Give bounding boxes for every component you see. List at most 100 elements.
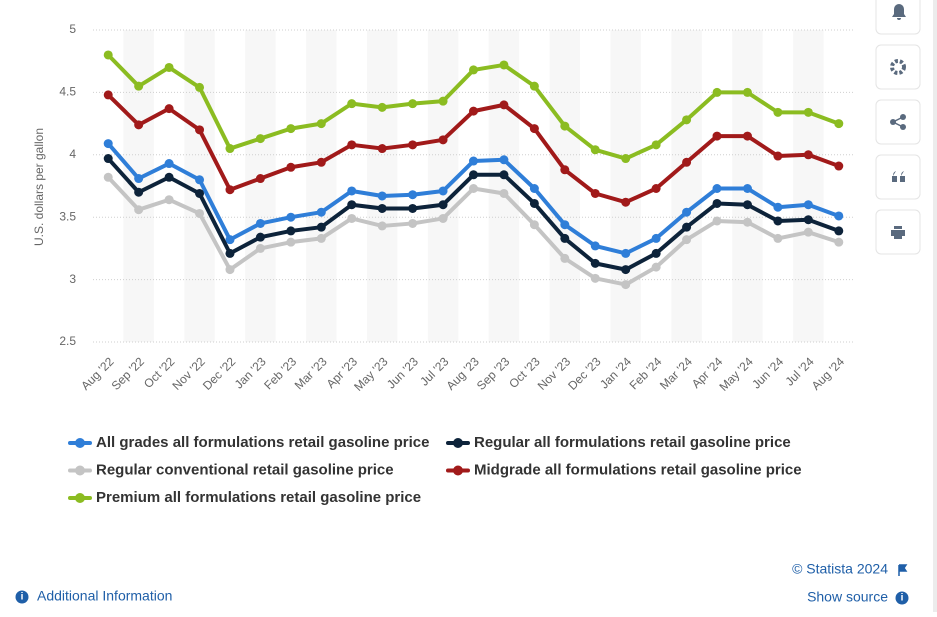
data-point xyxy=(469,183,478,193)
data-point xyxy=(590,241,600,251)
legend-label[interactable]: Midgrade all formulations retail gasolin… xyxy=(474,461,802,478)
data-point xyxy=(742,183,752,193)
data-point xyxy=(103,90,113,100)
legend-label[interactable]: All grades all formulations retail gasol… xyxy=(96,434,429,451)
x-tick-label: Aug '24 xyxy=(809,354,848,393)
data-point xyxy=(316,233,326,243)
data-point xyxy=(438,96,448,106)
data-point xyxy=(469,106,478,116)
data-point xyxy=(621,197,631,207)
y-axis-label: U.S. dollars per gallon xyxy=(32,128,46,246)
copyright[interactable]: © Statista 2024 xyxy=(792,561,888,577)
data-point xyxy=(560,233,570,243)
legend-label[interactable]: Regular conventional retail gasoline pri… xyxy=(96,461,394,478)
column-band xyxy=(671,30,702,342)
data-point xyxy=(651,262,661,272)
data-point xyxy=(316,207,326,217)
data-point xyxy=(621,248,631,258)
data-point xyxy=(316,157,326,167)
data-point xyxy=(469,156,478,166)
data-point xyxy=(529,220,539,230)
data-point xyxy=(499,170,509,180)
info-icon[interactable] xyxy=(895,591,909,605)
data-point xyxy=(803,107,813,117)
data-point xyxy=(560,220,570,230)
x-tick-label: Sep '22 xyxy=(109,354,148,393)
info-icon[interactable] xyxy=(15,590,29,604)
cite-button[interactable] xyxy=(875,154,921,200)
data-point xyxy=(347,140,357,150)
column-band xyxy=(427,30,459,342)
x-tick-label: Feb '23 xyxy=(261,354,299,392)
data-point xyxy=(590,273,600,283)
data-point xyxy=(255,134,265,144)
data-point xyxy=(560,253,570,263)
x-tick-label: Aug '22 xyxy=(78,354,117,393)
data-point xyxy=(712,183,722,193)
data-point xyxy=(712,87,722,97)
share-button[interactable] xyxy=(875,99,921,145)
data-point xyxy=(682,157,692,167)
data-point xyxy=(438,135,448,145)
data-point xyxy=(651,248,661,258)
data-point xyxy=(621,154,631,164)
column-band xyxy=(549,30,581,342)
data-point xyxy=(286,124,296,134)
flag-icon[interactable] xyxy=(898,564,908,576)
data-point xyxy=(377,102,387,112)
data-point xyxy=(590,145,600,155)
data-point xyxy=(803,200,813,210)
data-point xyxy=(225,235,235,245)
additional-information[interactable]: Additional Information xyxy=(37,588,172,604)
data-point xyxy=(651,183,661,193)
data-point xyxy=(255,174,265,184)
data-point xyxy=(195,125,205,135)
legend-label[interactable]: Premium all formulations retail gasoline… xyxy=(96,489,421,506)
y-tick-label: 4.5 xyxy=(59,85,76,99)
data-point xyxy=(438,213,448,223)
data-point xyxy=(742,200,752,210)
data-point xyxy=(255,218,265,228)
data-point xyxy=(103,50,113,60)
x-tick-label: Mar '23 xyxy=(292,354,330,392)
legend-swatch-dot xyxy=(75,493,85,503)
data-point xyxy=(773,216,783,226)
x-tick-label: Mar '24 xyxy=(657,354,695,392)
data-point xyxy=(651,140,661,150)
data-point xyxy=(560,165,570,175)
x-tick-label: Aug '23 xyxy=(443,354,482,393)
data-point xyxy=(286,162,296,172)
info-icon-glyph: i xyxy=(21,592,24,603)
data-point xyxy=(195,82,205,92)
y-tick-label: 2.5 xyxy=(59,334,76,348)
data-point xyxy=(347,186,357,196)
data-point xyxy=(408,140,418,150)
notification-button[interactable] xyxy=(875,0,921,35)
legend-label[interactable]: Regular all formulations retail gasoline… xyxy=(474,434,791,451)
data-point xyxy=(408,203,418,213)
data-point xyxy=(773,151,783,161)
settings-button[interactable] xyxy=(875,44,921,90)
data-point xyxy=(286,226,296,236)
scrollbar xyxy=(933,0,937,612)
print-button[interactable] xyxy=(875,209,921,255)
data-point xyxy=(164,104,174,114)
data-point xyxy=(377,203,387,213)
data-point xyxy=(621,265,631,275)
data-point xyxy=(712,198,722,208)
data-point xyxy=(499,100,509,110)
data-point xyxy=(438,200,448,210)
data-point xyxy=(195,175,205,185)
column-band xyxy=(366,30,398,342)
data-point xyxy=(621,280,631,290)
data-point xyxy=(195,208,205,218)
legend-swatch-dot xyxy=(75,465,85,476)
x-tick-label: Sep '23 xyxy=(474,354,513,393)
x-tick-label: Nov '22 xyxy=(169,354,208,393)
data-point xyxy=(803,150,813,160)
column-bands xyxy=(123,30,824,342)
x-tick-label: Nov '23 xyxy=(535,354,574,393)
show-source[interactable]: Show source xyxy=(807,589,888,605)
data-point xyxy=(134,174,144,184)
x-tick-label: Feb '24 xyxy=(627,354,665,392)
